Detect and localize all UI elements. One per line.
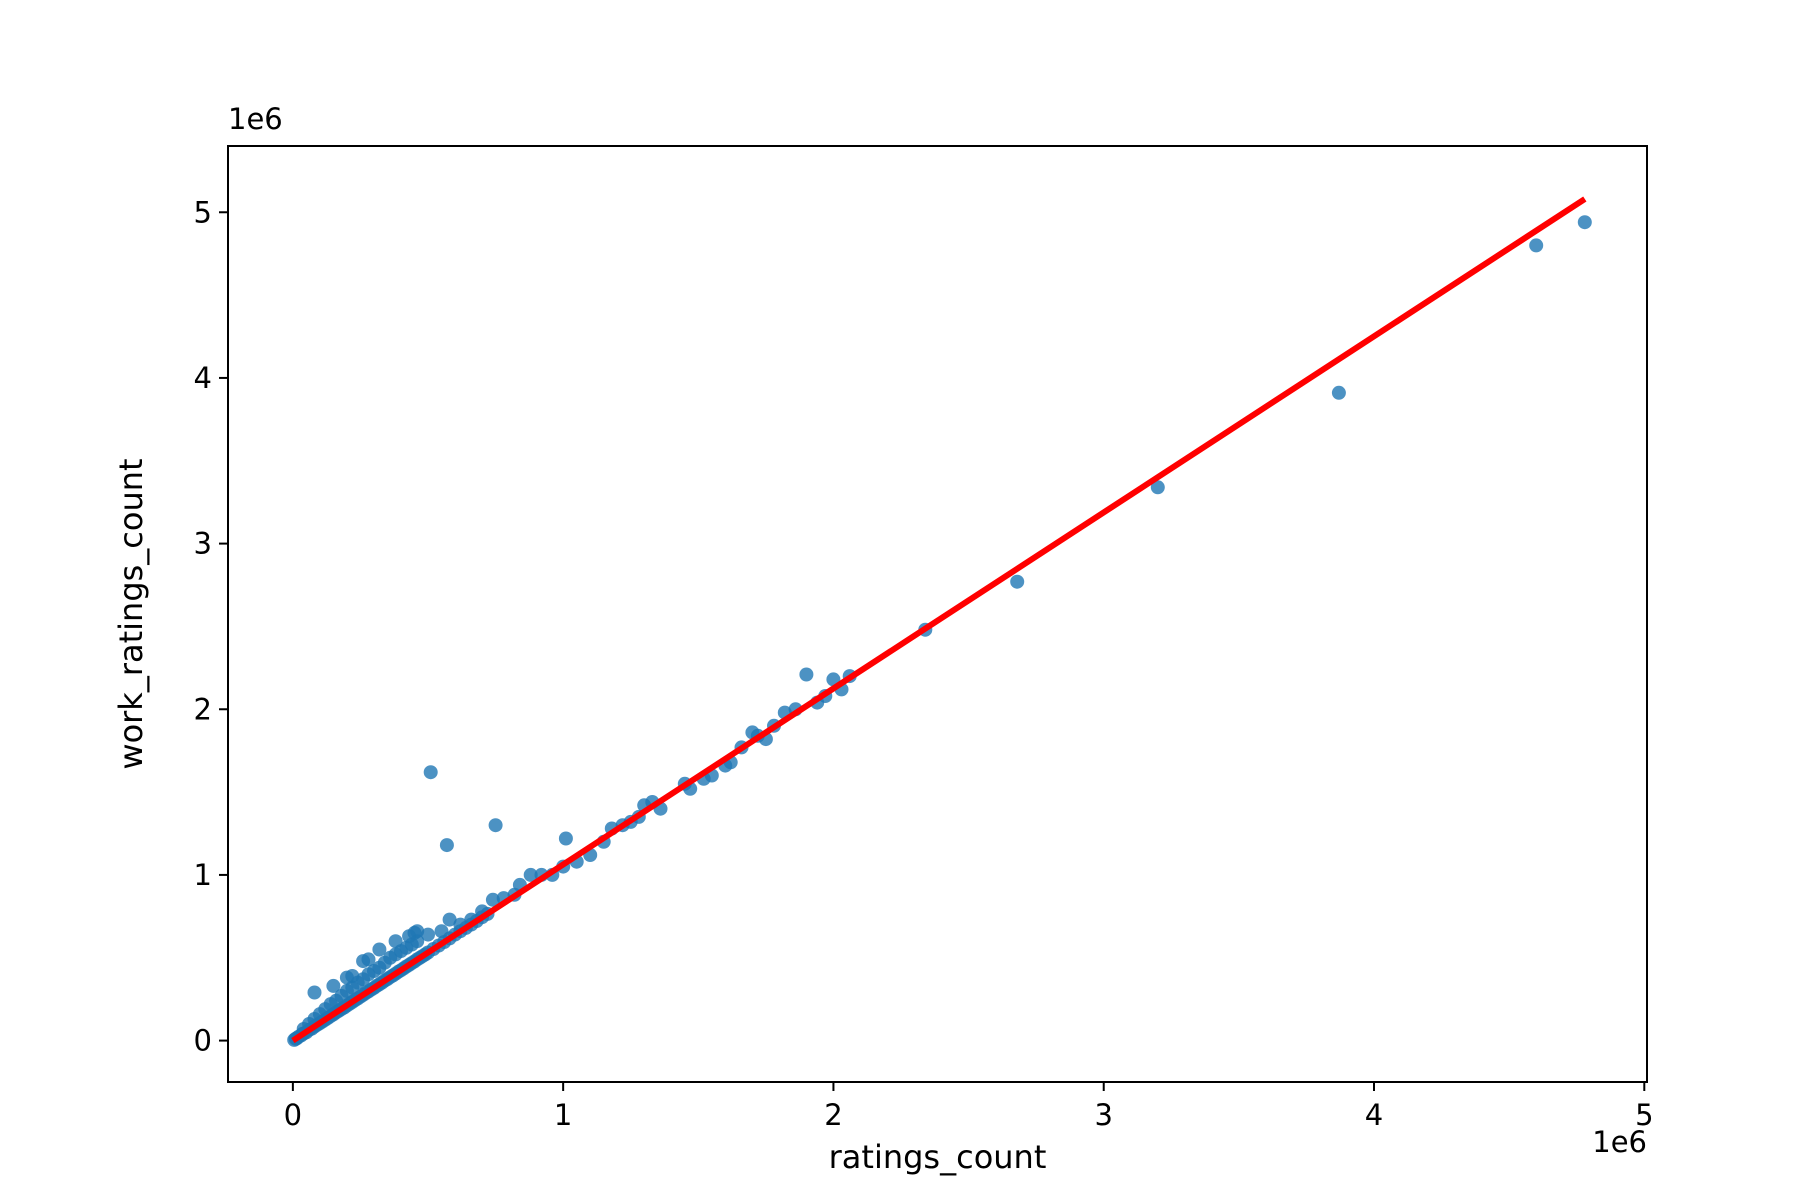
data-point: [410, 924, 425, 939]
x-tick-label: 4: [1365, 1098, 1383, 1132]
y-tick-label: 4: [194, 361, 212, 395]
data-point: [439, 838, 454, 853]
data-point: [485, 892, 500, 907]
data-point: [307, 985, 322, 1000]
regression-line: [291, 196, 1587, 1044]
data-point: [1150, 480, 1165, 495]
data-point: [558, 831, 573, 846]
data-point: [523, 867, 538, 882]
data-point: [1331, 385, 1346, 400]
data-point: [1577, 215, 1592, 230]
data-point: [442, 912, 457, 927]
y-tick-label: 5: [194, 195, 212, 229]
data-point: [423, 765, 438, 780]
x-tick-label: 3: [1094, 1098, 1112, 1132]
y-tick-label: 2: [194, 692, 212, 726]
data-point: [488, 818, 503, 833]
y-tick-label: 0: [194, 1024, 212, 1058]
y-axis-label: work_ratings_count: [112, 458, 150, 769]
y-axis-ticks: 0 1 2 3 4 5: [194, 195, 228, 1058]
x-axis-ticks: 0 1 2 3 4 5: [284, 1082, 1654, 1132]
y-tick-label: 3: [194, 527, 212, 561]
data-point: [372, 942, 387, 957]
data-point: [1529, 238, 1544, 253]
x-tick-label: 2: [824, 1098, 842, 1132]
data-point: [421, 927, 435, 942]
y-axis-offset-label: 1e6: [228, 102, 283, 136]
scatter-points: [287, 215, 1592, 1047]
x-tick-label: 1: [554, 1098, 572, 1132]
plot-frame: [227, 145, 1648, 1083]
x-axis-offset-label: 1e6: [1592, 1125, 1647, 1159]
data-point: [434, 924, 449, 939]
x-tick-label: 0: [284, 1098, 302, 1132]
data-point: [345, 969, 360, 983]
data-point: [388, 934, 403, 949]
x-tick-label: 5: [1635, 1098, 1653, 1132]
y-tick-label: 1: [194, 858, 212, 892]
data-point: [361, 952, 376, 967]
data-point: [799, 667, 814, 682]
data-point: [1010, 574, 1025, 589]
x-axis-label: ratings_count: [829, 1138, 1047, 1176]
regression-line-layer: [291, 196, 1587, 1044]
data-point: [326, 978, 341, 993]
